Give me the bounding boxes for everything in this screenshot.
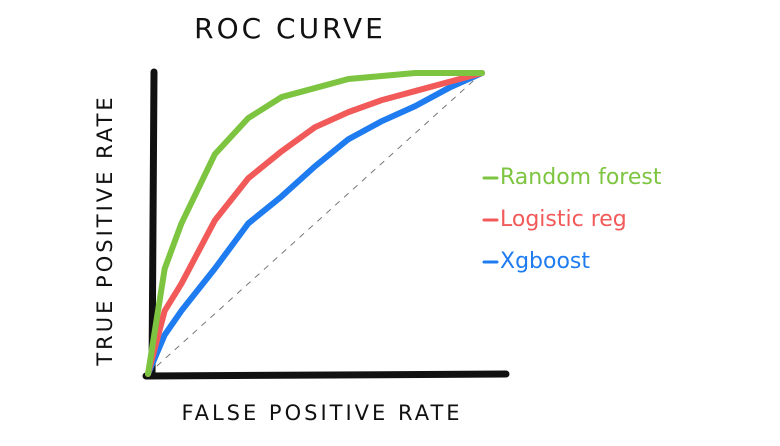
roc-curve: [145, 70, 485, 377]
legend-text: Random forest: [500, 165, 662, 190]
x-axis: [142, 370, 510, 380]
x-axis-label: FALSE POSITIVE RATE: [181, 401, 462, 425]
y-axis-label: TRUE POSITIVE RATE: [93, 94, 117, 366]
roc-curve: [145, 70, 485, 377]
legend-text: Xgboost: [500, 249, 590, 274]
chart-title: ROC CURVE: [194, 12, 386, 45]
baseline-diagonal: [147, 72, 483, 375]
roc-curve: [145, 70, 485, 377]
y-axis: [148, 68, 158, 380]
legend-text: Logistic reg: [500, 207, 627, 232]
